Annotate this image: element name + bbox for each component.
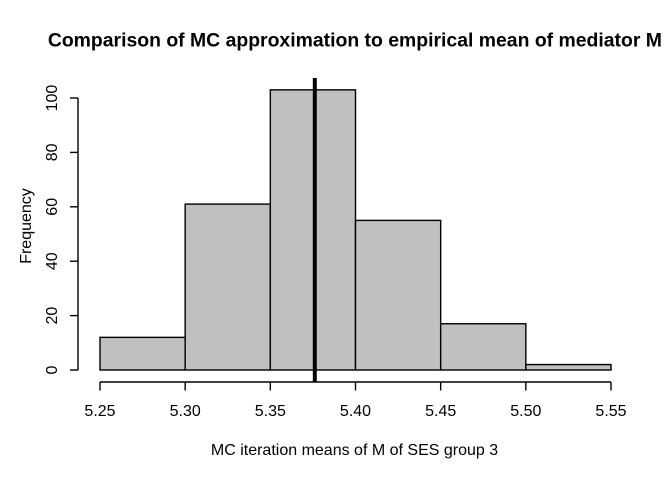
svg-text:5.35: 5.35 bbox=[255, 403, 286, 420]
svg-text:5.50: 5.50 bbox=[510, 403, 541, 420]
svg-text:20: 20 bbox=[44, 307, 61, 325]
svg-text:100: 100 bbox=[44, 85, 61, 112]
svg-text:5.55: 5.55 bbox=[595, 403, 626, 420]
svg-text:MC iteration means of M of SES: MC iteration means of M of SES group 3 bbox=[211, 442, 498, 459]
svg-text:5.30: 5.30 bbox=[170, 403, 201, 420]
svg-text:5.40: 5.40 bbox=[340, 403, 371, 420]
svg-text:5.45: 5.45 bbox=[425, 403, 456, 420]
svg-text:60: 60 bbox=[44, 198, 61, 216]
svg-text:40: 40 bbox=[44, 252, 61, 270]
svg-text:80: 80 bbox=[44, 143, 61, 161]
svg-text:0: 0 bbox=[44, 365, 61, 374]
svg-text:5.25: 5.25 bbox=[84, 403, 115, 420]
svg-text:Frequency: Frequency bbox=[18, 188, 35, 264]
svg-text:Comparison of MC approximation: Comparison of MC approximation to empiri… bbox=[48, 30, 662, 52]
